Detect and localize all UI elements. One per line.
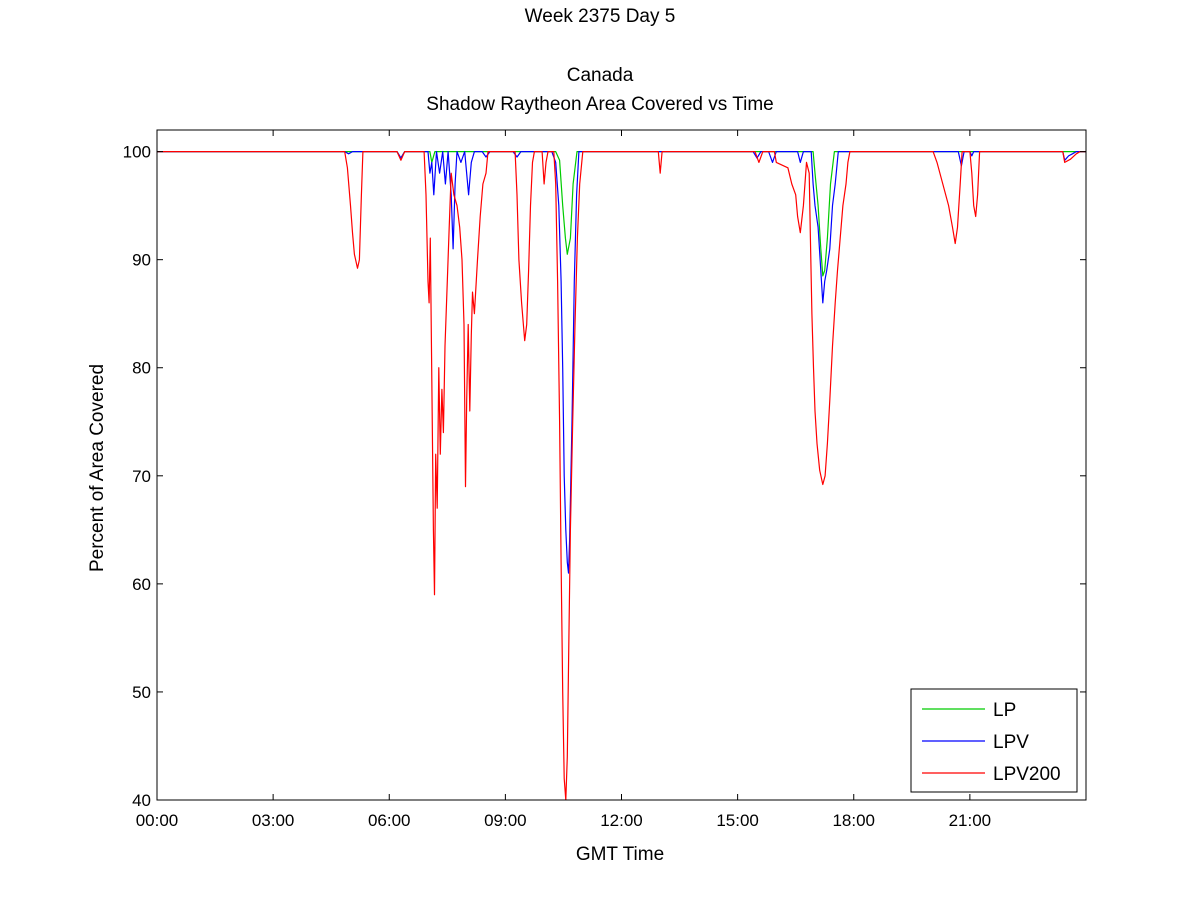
x-tick-label: 06:00 <box>368 811 411 830</box>
legend-label-lpv: LPV <box>993 732 1029 753</box>
chart-week-day: Week 2375 Day 5 <box>524 6 676 27</box>
y-tick-label: 90 <box>132 251 151 270</box>
series-line-lp <box>157 151 1086 277</box>
x-tick-label: 00:00 <box>136 811 179 830</box>
legend: LP LPV LPV200 <box>910 688 1078 793</box>
y-tick-label: 60 <box>132 575 151 594</box>
x-axis-label: GMT Time <box>576 844 664 865</box>
x-tick-label: 09:00 <box>484 811 527 830</box>
x-tick-label: 03:00 <box>252 811 295 830</box>
x-tick-label: 12:00 <box>600 811 643 830</box>
y-tick-label: 40 <box>132 791 151 810</box>
series-line-lpv <box>157 151 1086 574</box>
y-tick-label: 80 <box>132 359 151 378</box>
legend-label-lpv200: LPV200 <box>993 764 1061 785</box>
chart-title: Shadow Raytheon Area Covered vs Time <box>426 94 774 115</box>
legend-label-lp: LP <box>993 700 1016 721</box>
chart-region: Canada <box>566 65 634 86</box>
series-line-lpv200 <box>157 151 1086 800</box>
y-tick-label: 50 <box>132 683 151 702</box>
x-tick-label: 18:00 <box>832 811 875 830</box>
y-tick-label: 70 <box>132 467 151 486</box>
y-tick-label: 100 <box>123 143 151 162</box>
x-tick-label: 21:00 <box>949 811 992 830</box>
x-tick-label: 15:00 <box>716 811 759 830</box>
y-axis-label: Percent of Area Covered <box>87 364 108 572</box>
